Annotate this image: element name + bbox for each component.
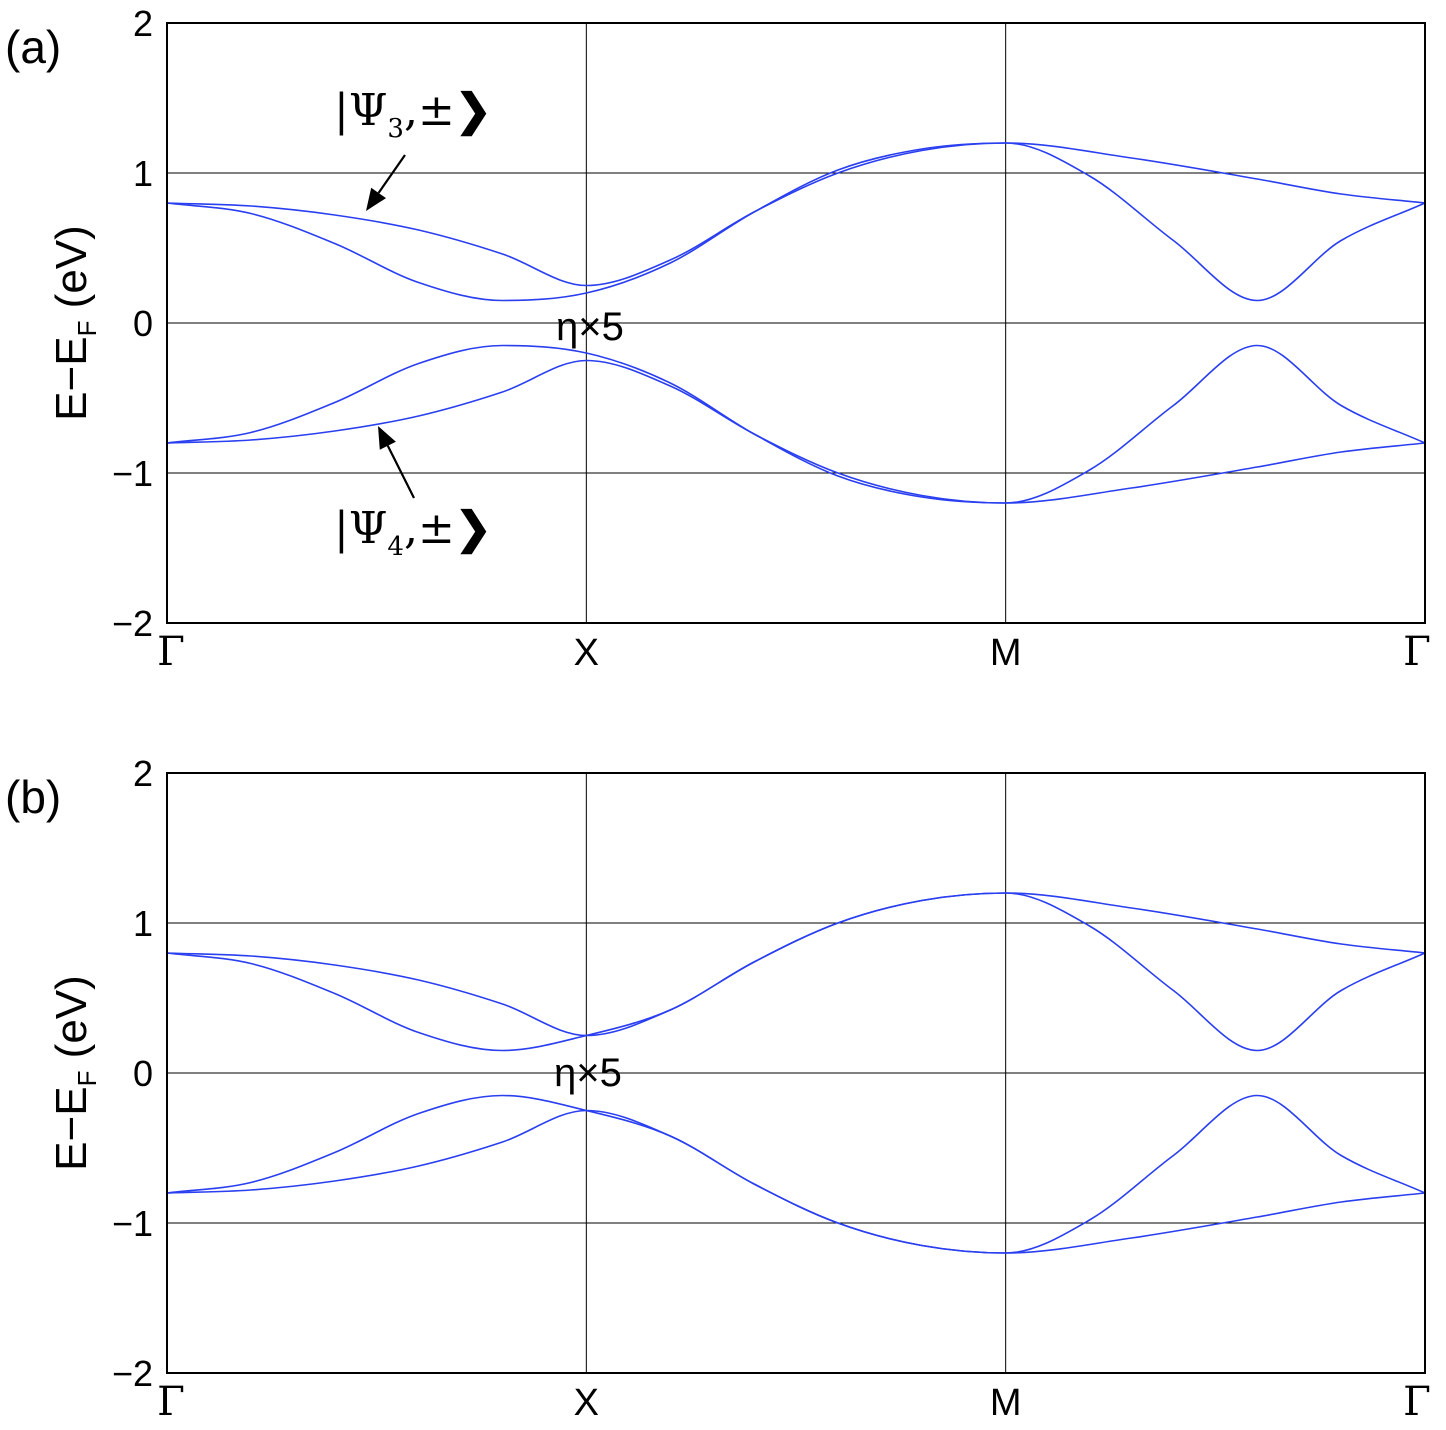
band-line-3 xyxy=(166,344,1426,504)
y-tick-label: 0 xyxy=(133,303,153,344)
band-line-4 xyxy=(166,359,1426,504)
psi3-arrow-head xyxy=(366,187,386,211)
x-tick-label: M xyxy=(990,632,1022,674)
band-line-4 xyxy=(166,1109,1426,1254)
plot-frame xyxy=(166,22,1426,624)
y-tick-label: 1 xyxy=(133,903,153,944)
y-tick-label: −2 xyxy=(112,1353,153,1394)
x-tick-label: X xyxy=(574,632,599,674)
y-tick-label: −2 xyxy=(112,603,153,644)
panel-label: (a) xyxy=(5,21,61,73)
plot-frame xyxy=(166,772,1426,1374)
panel-a: −2 −1 0 1 2 Γ X M Γ E−EF (eV) (a) η×5 |Ψ3,±❯ |Ψ4,±❯ xyxy=(5,3,1431,675)
y-axis-label: E−EF (eV) xyxy=(47,225,102,421)
psi4-arrow-shaft xyxy=(386,445,415,499)
band-line-2 xyxy=(166,142,1426,302)
y-tick-label: −1 xyxy=(112,453,153,494)
band-line-1 xyxy=(166,142,1426,287)
x-tick-label: Γ xyxy=(157,629,185,675)
y-tick-label: 2 xyxy=(133,753,153,794)
psi4-state-label: |Ψ4,±❯ xyxy=(334,503,492,562)
x-tick-label: Γ xyxy=(1403,1379,1431,1425)
eta-annotation: η×5 xyxy=(554,1051,622,1095)
y-axis-label: E−EF (eV) xyxy=(47,975,102,1171)
y-tick-label: 1 xyxy=(133,153,153,194)
eta-annotation: η×5 xyxy=(556,305,624,349)
x-tick-label: M xyxy=(990,1382,1022,1424)
psi4-arrow-head xyxy=(378,426,396,450)
panel-label: (b) xyxy=(5,771,61,823)
panel-b: −2 −1 0 1 2 Γ X M Γ E−EF (eV) (b) η×5 xyxy=(5,753,1431,1425)
band-line-3 xyxy=(166,1094,1426,1254)
y-tick-label: −1 xyxy=(112,1203,153,1244)
x-tick-label: X xyxy=(574,1382,599,1424)
x-tick-label: Γ xyxy=(1403,629,1431,675)
y-tick-label: 2 xyxy=(133,3,153,44)
psi3-state-label: |Ψ3,±❯ xyxy=(334,85,492,144)
band-line-1 xyxy=(166,892,1426,1037)
y-tick-label: 0 xyxy=(133,1053,153,1094)
band-line-2 xyxy=(166,892,1426,1052)
x-tick-label: Γ xyxy=(157,1379,185,1425)
psi3-arrow-shaft xyxy=(377,154,406,194)
